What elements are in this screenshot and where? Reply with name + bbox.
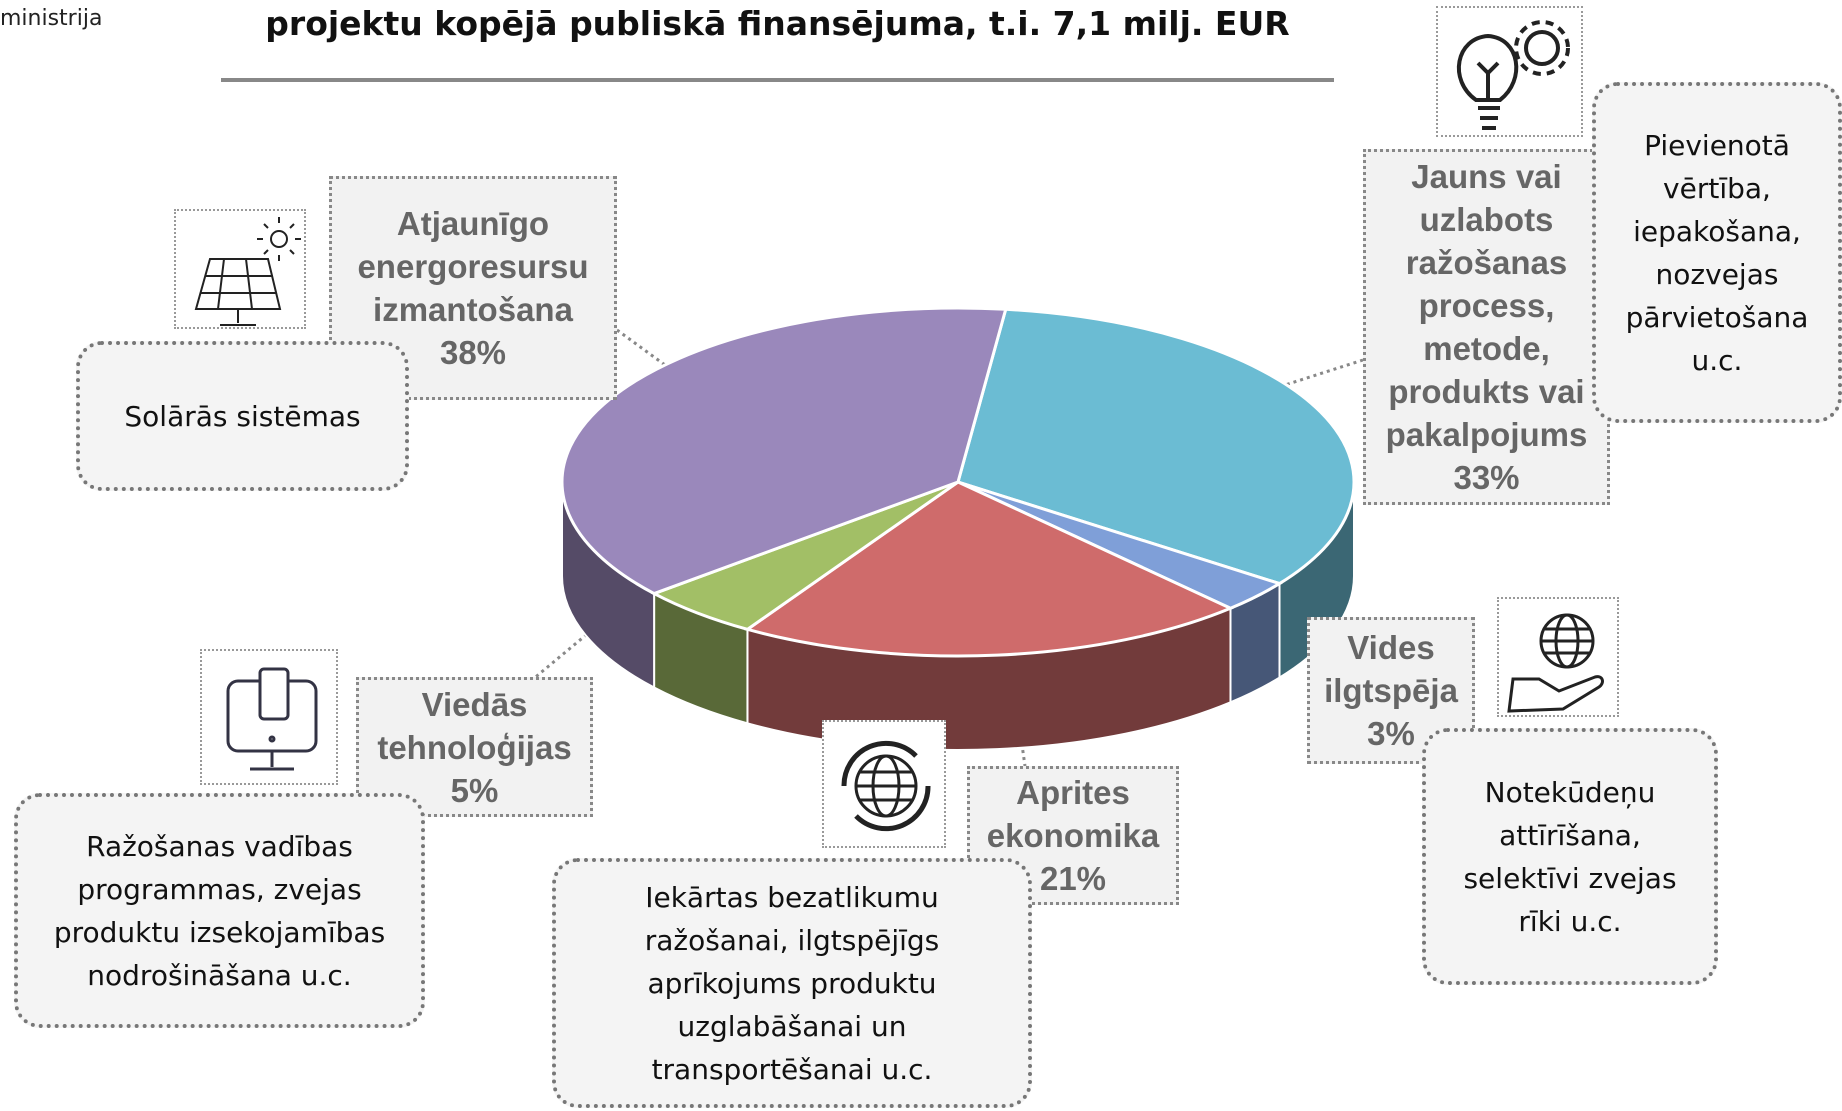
description: Notekūdeņu attīrīšana, selektīvi zvejas … (1422, 728, 1718, 985)
solar-icon (174, 209, 306, 329)
leader (1284, 358, 1364, 387)
category-name: Jauns vai uzlabots ražošanas process, me… (1385, 158, 1588, 453)
category-label: Jauns vai uzlabots ražošanas process, me… (1363, 149, 1610, 505)
globe-hand-icon (1497, 597, 1619, 717)
value-label: 3% (1367, 715, 1415, 752)
pie-tops (560, 306, 1356, 658)
value-label: 38% (439, 334, 507, 371)
lightbulb-gear-icon (1436, 6, 1583, 137)
value-label: 5% (450, 771, 499, 809)
description: Pievienotā vērtība, iepakošana, nozvejas… (1592, 82, 1842, 423)
category-label: Viedās tehnoloģijas 5% (356, 677, 593, 817)
description: Ražošanas vadības programmas, zvejas pro… (14, 793, 425, 1028)
leader (519, 588, 641, 692)
logo-text: ministrija (0, 6, 103, 31)
title-rule (221, 78, 1334, 82)
leader (616, 328, 666, 367)
chart-title: projektu kopējā publiskā finansējuma, t.… (265, 4, 1290, 43)
circular-globe-icon (822, 720, 946, 848)
slice (743, 480, 1235, 658)
category-name: Atjaunīgo energoresursu izmantošana (357, 205, 589, 328)
description: Iekārtas bezatlikumu ražošanai, ilgtspēj… (552, 858, 1032, 1108)
category-name: Viedās tehnoloģijas (377, 685, 572, 766)
slice (956, 307, 1356, 586)
category-name: Aprites ekonomika (986, 774, 1160, 854)
category-name: Vides ilgtspēja (1324, 629, 1458, 709)
value-label: 21% (1039, 860, 1107, 897)
description: Solārās sistēmas (76, 341, 409, 491)
value-label: 33% (1453, 459, 1520, 496)
device-icon (200, 649, 338, 785)
category-label: Vides ilgtspēja 3% (1307, 617, 1475, 764)
